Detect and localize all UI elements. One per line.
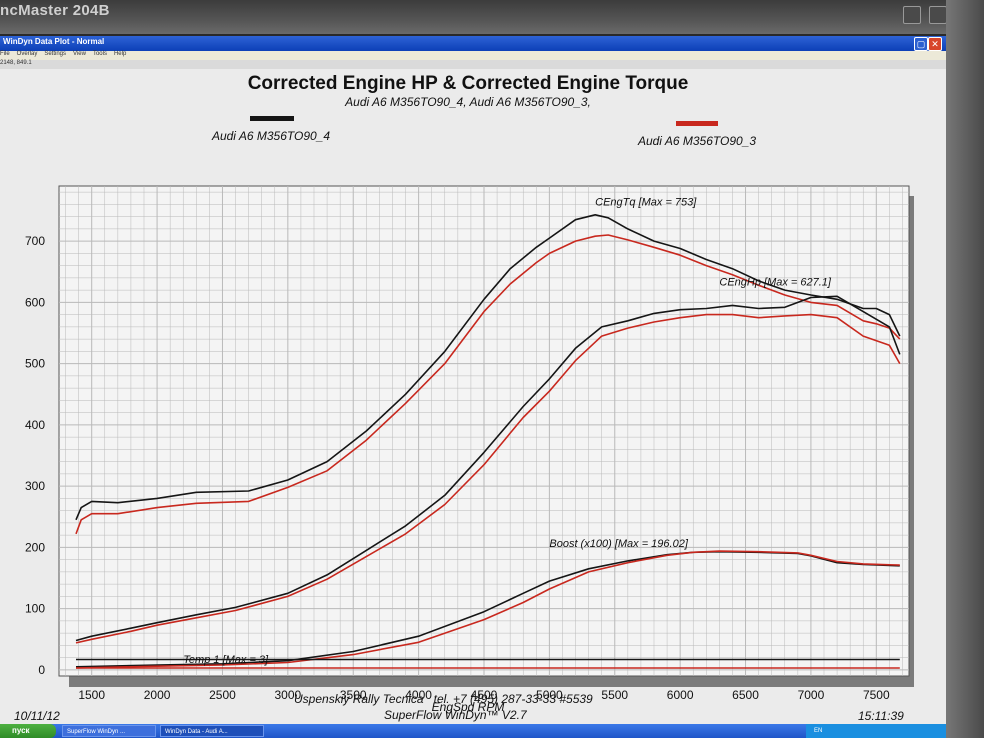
x-axis-label: EngSpd RPM	[432, 700, 505, 714]
window-title: WinDyn Data Plot - Normal	[3, 37, 105, 46]
y-tick-label: 200	[25, 540, 45, 554]
axis-ticks: 1500 2000 2500 3000 3500 4000 4500 5000 5500 6000…	[25, 234, 890, 702]
menu-help[interactable]: Help	[113, 51, 127, 57]
coordinate-value: 2148, 849.1	[0, 60, 32, 66]
monitor-menu-button[interactable]	[903, 6, 921, 24]
x-tick-label: 6500	[732, 688, 759, 702]
x-tick-label: 3000	[274, 688, 301, 702]
y-tick-label: 100	[25, 602, 45, 616]
x-tick-label: 2000	[144, 688, 171, 702]
windyn-window: WinDyn Data Plot - Normal ▢ ✕ File Overla…	[0, 36, 946, 724]
monitor-brand-label: ncMaster 204B	[0, 2, 110, 19]
annotations: CEngTq [Max = 753] CEngHp [Max = 627.1] Bo…	[183, 196, 832, 666]
footer-software: SuperFlow WinDyn™ V2.7	[384, 708, 527, 722]
series-line	[75, 313, 901, 644]
monitor-bezel: ncMaster 204B	[0, 0, 984, 34]
chart-subtitle: Audi A6 M356TO90_4, Audi A6 M356TO90_3,	[344, 95, 591, 109]
legend-label-run3: Audi A6 M356TO90_3	[637, 134, 756, 148]
taskbar-item-data[interactable]: WinDyn Data - Audi A...	[160, 725, 264, 737]
annotation-label: CEngTq [Max = 753]	[595, 196, 697, 208]
annotation-label: Boost (x100) [Max = 196.02]	[549, 538, 688, 550]
legend-swatch-run3	[676, 121, 718, 126]
annotation-label: Temp 1 [Max = 3]	[183, 654, 269, 666]
y-tick-label: 300	[25, 479, 45, 493]
series-line	[75, 234, 901, 535]
y-tick-label: 400	[25, 418, 45, 432]
window-titlebar[interactable]: WinDyn Data Plot - Normal ▢ ✕	[0, 36, 946, 51]
footer-time: 15:11:39	[858, 709, 904, 723]
menu-view[interactable]: View	[73, 51, 86, 57]
x-tick-label: 4000	[405, 688, 432, 702]
grid	[59, 186, 909, 676]
x-tick-label: 2500	[209, 688, 236, 702]
dyno-chart: Corrected Engine HP & Corrected Engine T…	[0, 69, 946, 724]
footer-date: 10/11/12	[14, 709, 60, 723]
x-tick-label: 5000	[536, 688, 563, 702]
series-lines	[75, 214, 901, 669]
start-button[interactable]: пуск	[0, 724, 56, 738]
maximize-button[interactable]: ▢	[914, 37, 928, 51]
menubar: File Overlay Settings View Tools Help	[0, 51, 946, 60]
y-tick-label: 500	[25, 357, 45, 371]
system-tray: EN	[806, 724, 946, 738]
x-tick-label: 6000	[667, 688, 694, 702]
series-line	[75, 550, 900, 669]
taskbar: пуск SuperFlow WinDyn ... WinDyn Data - …	[0, 724, 946, 738]
x-tick-label: 3500	[340, 688, 367, 702]
series-line	[75, 214, 901, 521]
menu-tools[interactable]: Tools	[92, 51, 107, 57]
legend-label-run4: Audi A6 M356TO90_4	[211, 129, 330, 143]
menu-file[interactable]: File	[0, 51, 10, 57]
x-tick-label: 7000	[798, 688, 825, 702]
x-tick-label: 7500	[863, 688, 890, 702]
legend-swatch-run4	[250, 116, 294, 121]
y-tick-label: 700	[25, 234, 45, 248]
monitor-power-button[interactable]	[929, 6, 947, 24]
menu-overlay[interactable]: Overlay	[16, 51, 38, 57]
monitor-bezel-right	[946, 0, 984, 738]
x-tick-label: 1500	[78, 688, 105, 702]
x-tick-label: 4500	[471, 688, 498, 702]
coordinate-readout: 2148, 849.1	[0, 60, 946, 69]
taskbar-item-windyn[interactable]: SuperFlow WinDyn ...	[62, 725, 156, 737]
y-tick-label: 600	[25, 295, 45, 309]
series-line	[75, 295, 901, 642]
menu-settings[interactable]: Settings	[44, 51, 67, 57]
footer-company: Uspenskiy Rally Tecnica tel. +7 (495) 28…	[294, 692, 593, 706]
close-button[interactable]: ✕	[928, 37, 942, 51]
x-tick-label: 5500	[601, 688, 628, 702]
y-tick-label: 0	[38, 663, 45, 677]
annotation-label: CEngHp [Max = 627.1]	[719, 277, 832, 289]
tray-language[interactable]: EN	[814, 728, 823, 734]
chart-title: Corrected Engine HP & Corrected Engine T…	[248, 73, 689, 94]
